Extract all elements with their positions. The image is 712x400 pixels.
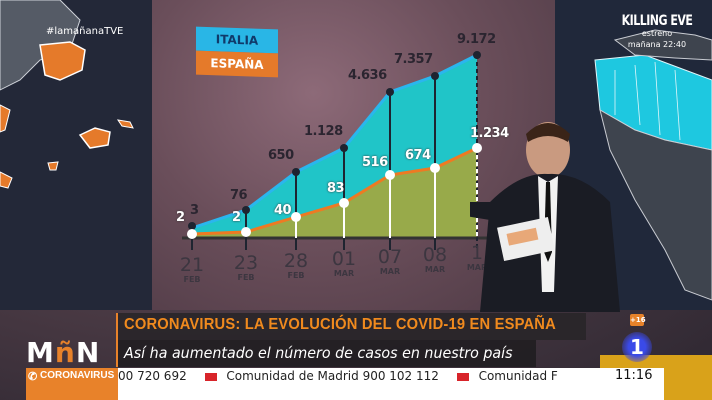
x-tick-10mar: 1 MAR [466,242,488,273]
italia-value-10mar: 9.172 [457,32,496,47]
italia-value-08mar: 7.357 [394,52,433,67]
espana-value-10mar: 1.234 [470,126,509,141]
espana-value-21feb: 2 [176,210,185,225]
spain-map-panel: #lamañanaTVE [0,0,152,310]
legend-italia: ITALIA [196,26,278,54]
hashtag-label: #lamañanaTVE [46,26,124,37]
promo-killing-eve: KILLING EVE estreno mañana 22:40 [612,12,702,49]
region-flag-icon [456,372,469,381]
legend-espana: ESPAÑA [196,50,278,78]
spain-map-graphic [0,0,134,189]
headline-bar: CORONAVIRUS: LA EVOLUCIÓN DEL COVID-19 E… [116,313,586,340]
x-tick-23feb: 23 FEB [233,252,259,283]
ticker-label: ✆ CORONAVIRUS [26,368,118,400]
subheadline-bar: Así ha aumentado el número de casos en n… [116,340,536,367]
italia-value-28feb: 650 [268,148,294,163]
italia-value-07mar: 4.636 [348,68,387,83]
italy-map-graphic [594,29,712,301]
x-tick-08mar: 08 MAR [422,244,448,275]
italia-value-23feb: 76 [230,188,248,203]
promo-show-title: KILLING EVE [621,12,693,29]
espana-value-23feb: 2 [232,210,241,225]
ticker-item: Comunidad de Madrid 900 102 112 [226,369,439,383]
promo-line-1: estreno [641,29,673,38]
x-tick-28feb: 28 FEB [283,250,309,281]
italia-value-21feb: 3 [190,203,199,218]
italia-value-01mar: 1.128 [304,124,343,139]
x-tick-07mar: 07 MAR [377,246,403,277]
channel-logo-la1: 1 [622,332,652,362]
espana-value-08mar: 674 [405,148,431,163]
ticker-item: 00 720 692 [118,369,187,383]
age-rating-badge: +16 [630,314,646,326]
espana-value-01mar: 83 [327,181,345,196]
program-logo-mnn: MñN [26,336,101,369]
espana-value-28feb: 40 [274,203,292,218]
ticker-item: Comunidad F [478,369,558,383]
subheadline-text: Así ha aumentado el número de casos en n… [124,344,513,362]
area-chart [182,51,487,250]
madrid-flag-icon [204,372,217,381]
phone-plus-icon: ✆ [28,371,38,383]
promo-line-2: mañana 22:40 [627,40,687,49]
presenter-figure [470,122,620,312]
headline-text: CORONAVIRUS: LA EVOLUCIÓN DEL COVID-19 E… [124,316,556,333]
x-tick-21feb: 21 FEB [179,254,205,285]
espana-value-07mar: 516 [362,155,388,170]
ticker-content: 00 720 692 Comunidad de Madrid 900 102 1… [118,368,638,384]
x-tick-01mar: 01 MAR [331,248,357,279]
news-ticker: ✆ CORONAVIRUS 00 720 692 Comunidad de Ma… [26,368,664,400]
clock: 11:16 [612,368,664,384]
ticker-lower-band [118,384,664,400]
